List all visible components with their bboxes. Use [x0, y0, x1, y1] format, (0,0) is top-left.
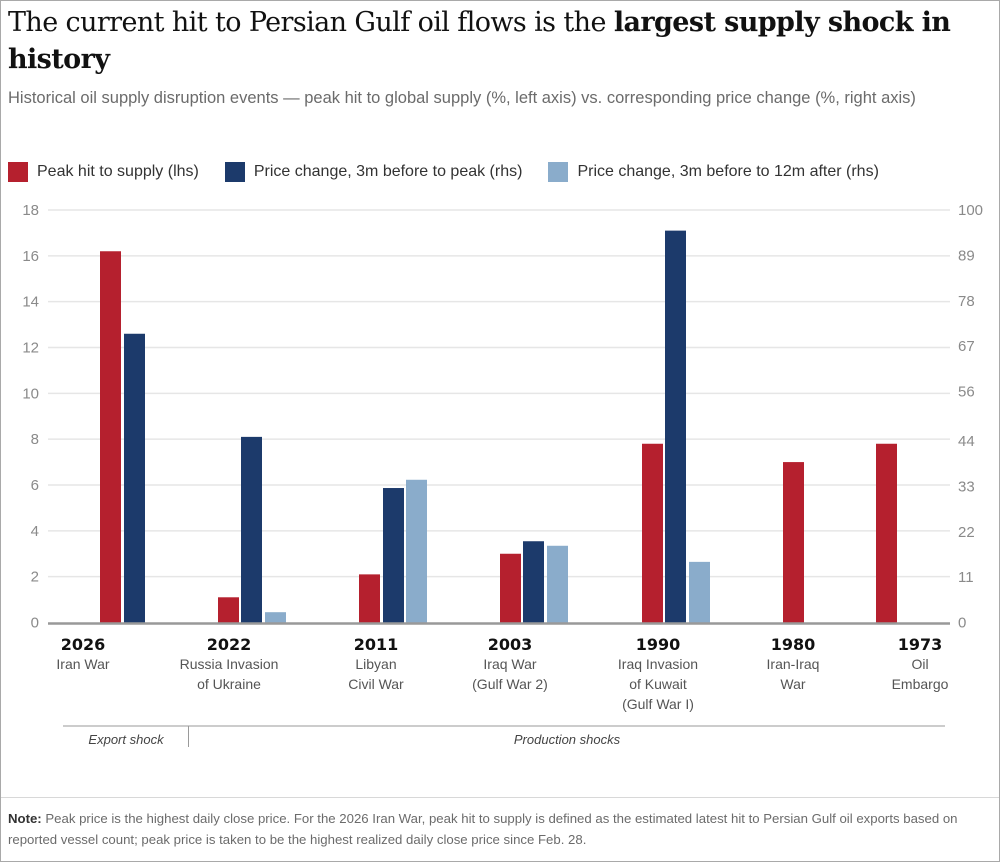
legend-label-price-peak: Price change, 3m before to peak (rhs) [253, 163, 523, 180]
bar-price-12m-1990 [689, 561, 710, 623]
category-name-label: Iraq War [483, 656, 536, 672]
category-name-label: War [780, 676, 805, 692]
left-tick-label: 10 [22, 385, 39, 402]
right-tick-label: 33 [958, 478, 975, 495]
legend-item-supply: Peak hit to supply (lhs) [8, 162, 199, 182]
legend-swatch-price-peak [224, 162, 245, 182]
chart-title: The current hit to Persian Gulf oil flow… [8, 4, 968, 78]
left-tick-label: 18 [22, 202, 39, 219]
bar-chart: 0 2 4 6 8 10 12 14 16 18 0 11 22 33 44 56 67 78 89 100 2026 I… [22, 202, 983, 747]
bar-supply-1973 [876, 443, 897, 623]
bar-price-12m-2011 [406, 479, 427, 623]
category-year-label: 1980 [771, 635, 816, 654]
category-name-label: of Kuwait [629, 676, 687, 692]
right-tick-label: 22 [958, 524, 975, 541]
right-tick-label: 67 [958, 338, 975, 355]
right-tick-label: 78 [958, 293, 975, 310]
bar-price-12m-2003 [547, 545, 568, 623]
legend-label-price-12m: Price change, 3m before to 12m after (rh… [577, 163, 879, 180]
group-label-production: Production shocks [514, 732, 621, 747]
category-name-label: of Ukraine [197, 676, 261, 692]
right-tick-label: 0 [958, 615, 966, 632]
bar-supply-2026 [100, 251, 121, 623]
bar-price-peak-1990 [665, 230, 686, 623]
left-tick-label: 2 [31, 569, 39, 586]
category-name-label: Iran-Iraq [767, 656, 820, 672]
note-text: Peak price is the highest daily close pr… [8, 811, 958, 847]
category-name-label: Libyan [355, 656, 396, 672]
left-tick-label: 16 [22, 248, 39, 265]
bar-supply-1980 [783, 462, 804, 623]
category-name-label: (Gulf War I) [622, 696, 694, 712]
right-tick-label: 56 [958, 384, 975, 401]
legend-label-supply: Peak hit to supply (lhs) [37, 163, 199, 180]
category-year-label: 2011 [354, 635, 399, 654]
bar-price-12m-2022 [265, 612, 286, 623]
bar-price-peak-2022 [241, 436, 262, 623]
category-name-label: Civil War [348, 676, 404, 692]
bar-price-peak-2011 [383, 488, 404, 623]
left-tick-label: 8 [31, 431, 39, 448]
left-tick-label: 4 [31, 523, 39, 540]
note-label: Note: [8, 811, 42, 826]
legend: Peak hit to supply (lhs) Price change, 3… [8, 162, 905, 182]
bar-supply-2022 [218, 597, 239, 623]
bar-price-peak-2003 [523, 541, 544, 623]
left-tick-label: 6 [31, 477, 39, 494]
chart-subtitle: Historical oil supply disruption events … [8, 89, 916, 107]
right-tick-label: 11 [958, 569, 974, 586]
legend-swatch-supply [8, 162, 28, 182]
bar-price-peak-2026 [124, 333, 145, 623]
left-tick-label: 0 [31, 615, 39, 632]
category-name-label: Oil [911, 656, 928, 672]
bar-supply-2003 [500, 553, 521, 623]
category-name-label: Iran War [56, 656, 109, 672]
category-year-label: 2026 [61, 635, 106, 654]
group-label-export: Export shock [88, 732, 165, 747]
bar-supply-1990 [642, 443, 663, 623]
legend-swatch-price-12m [548, 162, 569, 182]
left-tick-label: 14 [22, 294, 39, 311]
legend-item-price-12m: Price change, 3m before to 12m after (rh… [548, 162, 879, 182]
bar-supply-2011 [359, 574, 380, 623]
left-tick-label: 12 [22, 340, 39, 357]
legend-item-price-peak: Price change, 3m before to peak (rhs) [224, 162, 523, 182]
title-bold: largest supply shock in history [8, 7, 951, 75]
category-year-label: 1973 [898, 635, 943, 654]
category-year-label: 2003 [488, 635, 533, 654]
title-regular: The current hit to Persian Gulf oil flow… [8, 7, 614, 38]
chart-note: Note: Peak price is the highest daily cl… [8, 808, 993, 850]
category-name-label: Iraq Invasion [618, 656, 698, 672]
category-name-label: (Gulf War 2) [472, 676, 548, 692]
category-year-label: 1990 [636, 635, 681, 654]
right-tick-label: 89 [958, 247, 975, 264]
category-name-label: Russia Invasion [180, 656, 279, 672]
category-year-label: 2022 [207, 635, 252, 654]
category-name-label: Embargo [892, 676, 949, 692]
note-separator [1, 797, 999, 798]
right-tick-label: 44 [958, 433, 975, 450]
right-tick-label: 100 [958, 202, 983, 219]
